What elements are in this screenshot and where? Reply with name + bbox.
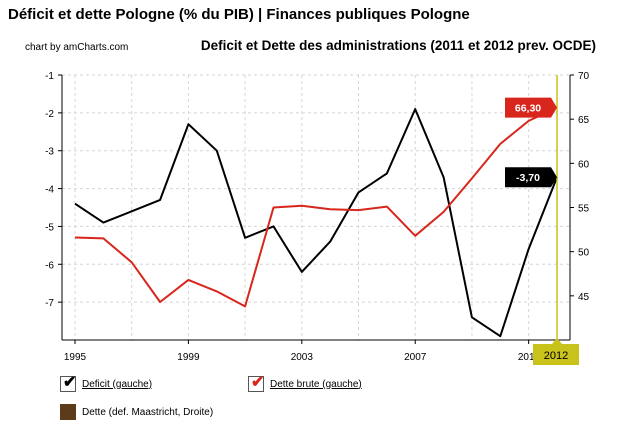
left-axis-tick-label: -1 [45,71,54,82]
x-axis-tick-label: 2003 [291,352,314,363]
cursor-x-label-box [533,344,579,365]
x-axis-tick-label: 1995 [64,352,87,363]
legend-item-deficit[interactable]: ✔ Deficit (gauche) [60,374,153,392]
right-axis-tick-label: 60 [578,159,590,170]
left-axis-tick-label: -2 [45,109,54,120]
legend-item-dette-maastricht[interactable]: Dette (def. Maastricht, Droite) [60,404,213,420]
legend-checkbox-deficit[interactable]: ✔ [60,374,77,392]
legend-label-dette-brute: Dette brute (gauche) [270,378,362,390]
check-icon: ✔ [63,374,77,391]
right-axis-tick-label: 70 [578,71,590,82]
left-axis-tick-label: -3 [45,147,54,158]
balloon-value: -3,70 [516,172,540,184]
legend-item-dette-brute[interactable]: ✔ Dette brute (gauche) [248,374,362,392]
left-axis-tick-label: -6 [45,260,54,271]
x-axis-tick-label: 2011 [518,352,540,363]
right-axis-tick-label: 55 [578,204,590,215]
amcharts-credit-link[interactable]: chart by amCharts.com [25,42,129,53]
legend-checkbox-dette-brute[interactable]: ✔ [248,374,265,392]
legend-label-deficit: Deficit (gauche) [82,378,153,390]
left-axis-tick-label: -7 [45,298,54,309]
balloon-dette-brute [505,97,557,118]
legend-label-dette-maastricht: Dette (def. Maastricht, Droite) [82,406,214,418]
cursor-x-label-pointer [552,338,562,344]
right-axis-tick-label: 45 [578,292,590,303]
left-axis-tick-label: -5 [45,222,54,233]
right-axis-tick-label: 65 [578,115,590,126]
legend-swatch-dette-maastricht[interactable] [60,404,76,420]
left-axis-tick-label: -4 [45,185,54,196]
chart-title: Deficit et Dette des administrations (20… [200,38,596,53]
cursor-x-label: 2012 [544,350,568,362]
right-axis-tick-label: 50 [578,248,590,259]
page-title: Déficit et dette Pologne (% du PIB) | Fi… [8,6,470,23]
x-axis-tick-label: 1999 [177,352,200,363]
balloon-deficit [505,167,557,188]
series-line-deficit[interactable] [74,108,558,338]
balloon-value: 66,30 [515,103,541,115]
check-icon: ✔ [251,374,265,391]
x-axis-tick-label: 2007 [404,352,427,363]
series-line-dette-brute[interactable] [74,106,558,308]
